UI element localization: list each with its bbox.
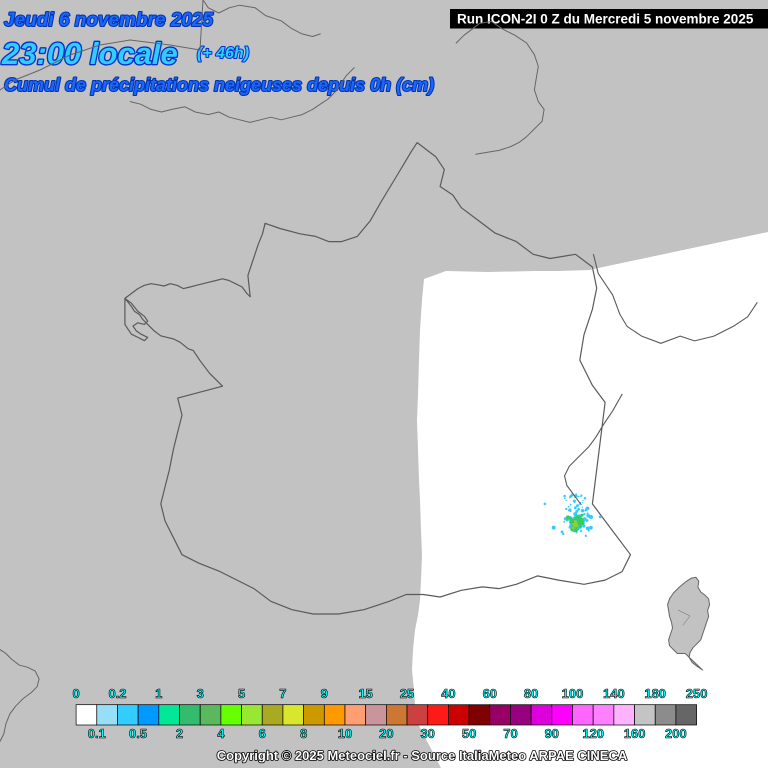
svg-text:0.5: 0.5: [129, 726, 147, 741]
svg-text:23:00 locale: 23:00 locale: [1, 36, 178, 71]
svg-text:Jeudi 6 novembre 2025: Jeudi 6 novembre 2025: [4, 10, 214, 31]
svg-text:70: 70: [503, 726, 517, 741]
svg-text:10: 10: [338, 726, 352, 741]
svg-text:40: 40: [441, 686, 455, 701]
svg-text:30: 30: [420, 726, 434, 741]
svg-text:50: 50: [462, 726, 476, 741]
svg-text:140: 140: [603, 686, 625, 701]
svg-text:15: 15: [358, 686, 372, 701]
svg-text:60: 60: [483, 686, 497, 701]
svg-text:160: 160: [624, 726, 646, 741]
svg-text:0.2: 0.2: [108, 686, 126, 701]
svg-text:6: 6: [259, 726, 266, 741]
svg-text:(+ 46h): (+ 46h): [197, 45, 249, 62]
svg-text:90: 90: [545, 726, 559, 741]
svg-text:200: 200: [665, 726, 687, 741]
svg-text:3: 3: [197, 686, 204, 701]
svg-text:80: 80: [524, 686, 538, 701]
svg-text:250: 250: [686, 686, 708, 701]
svg-text:9: 9: [321, 686, 328, 701]
svg-text:180: 180: [644, 686, 666, 701]
svg-text:Cumul de précipitations neigeu: Cumul de précipitations neigeuses depuis…: [4, 75, 434, 95]
svg-text:20: 20: [379, 726, 393, 741]
svg-text:5: 5: [238, 686, 245, 701]
svg-text:2: 2: [176, 726, 183, 741]
svg-text:120: 120: [582, 726, 604, 741]
svg-text:4: 4: [217, 726, 225, 741]
svg-text:100: 100: [562, 686, 584, 701]
svg-text:8: 8: [300, 726, 307, 741]
svg-text:Run ICON-2I 0 Z du Mercredi 5: Run ICON-2I 0 Z du Mercredi 5 novembre 2…: [457, 12, 754, 27]
svg-text:0: 0: [72, 686, 79, 701]
svg-text:1: 1: [155, 686, 162, 701]
svg-text:7: 7: [279, 686, 286, 701]
svg-text:25: 25: [400, 686, 414, 701]
svg-text:Copyright © 2025 Meteociel.fr: Copyright © 2025 Meteociel.fr - Source I…: [217, 748, 628, 763]
svg-text:0.1: 0.1: [88, 726, 106, 741]
